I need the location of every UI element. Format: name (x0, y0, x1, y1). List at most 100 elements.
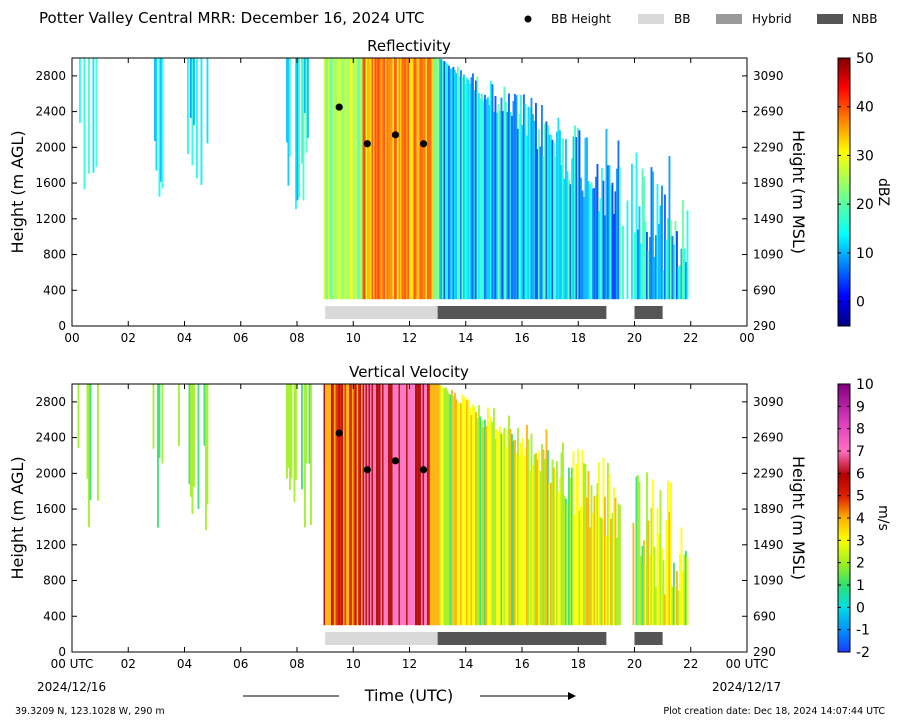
field-column (626, 200, 629, 300)
field-column (287, 384, 290, 468)
field-column (569, 477, 572, 626)
field-column (350, 384, 353, 626)
field-column (340, 384, 342, 626)
field-column (394, 384, 396, 626)
field-column (551, 459, 554, 626)
field-column (479, 416, 482, 626)
field-column (382, 58, 384, 300)
field-column (421, 58, 423, 300)
field-column (617, 140, 620, 300)
field-column (353, 58, 356, 300)
field-column (653, 256, 656, 300)
field-column (437, 58, 440, 300)
field-column (553, 467, 555, 626)
field-column (361, 384, 363, 626)
field-column (161, 58, 164, 189)
field-column (193, 58, 195, 126)
field-column (581, 450, 584, 626)
field-column (481, 420, 483, 626)
y-tick-label: 800 (43, 248, 66, 262)
field-column (616, 537, 618, 626)
field-column (359, 384, 362, 626)
field-column (614, 191, 617, 300)
field-column (580, 506, 582, 626)
field-column (92, 58, 95, 173)
field-column (457, 402, 459, 626)
x-tick-label: 10 (346, 657, 361, 671)
field-column (400, 58, 402, 300)
field-column (416, 58, 419, 300)
field-column (589, 184, 591, 300)
y-tick-label-right: 690 (753, 609, 776, 623)
y-tick-label-right: 290 (753, 319, 776, 333)
field-column (383, 58, 386, 300)
field-column (686, 557, 689, 626)
field-column (346, 384, 348, 626)
field-column (535, 103, 537, 300)
field-column (496, 429, 498, 626)
field-column (518, 456, 521, 626)
field-column (187, 58, 189, 154)
chart-title: Potter Valley Central MRR: December 16, … (39, 9, 425, 27)
x-tick-label: 16 (514, 331, 529, 345)
field-column (643, 176, 645, 300)
field-column (431, 384, 434, 626)
field-column (352, 58, 354, 300)
field-column (664, 594, 666, 626)
y-tick-label: 2800 (35, 395, 66, 409)
field-column (347, 384, 350, 626)
field-column (652, 479, 654, 626)
colorbar-tick-label: 4 (856, 511, 865, 527)
field-column (575, 463, 578, 626)
field-column (638, 481, 641, 626)
field-column (649, 236, 651, 300)
field-column (305, 58, 308, 153)
field-column (470, 415, 473, 626)
field-column (409, 58, 411, 300)
field-column (572, 451, 575, 626)
y-axis-label-right: Height (m MSL) (789, 456, 808, 580)
field-column (650, 507, 653, 626)
field-column (413, 384, 416, 626)
field-column (425, 384, 428, 626)
legend-nbb-swatch (817, 14, 843, 24)
field-column (571, 158, 573, 300)
field-column (394, 58, 396, 300)
field-column (640, 243, 642, 300)
field-column (455, 73, 458, 300)
field-column (433, 384, 435, 626)
x-tick-label: 20 (627, 657, 642, 671)
field-column (493, 408, 495, 626)
field-column (673, 562, 675, 626)
legend-hybrid-swatch (716, 14, 742, 24)
field-column (350, 58, 353, 300)
field-column (196, 58, 198, 179)
field-column (682, 571, 684, 626)
field-column (328, 384, 330, 626)
field-column (487, 97, 489, 300)
colorbar-label: m/s (875, 505, 891, 531)
field-column (646, 231, 648, 300)
field-column (200, 58, 203, 185)
field-column (655, 235, 657, 300)
field-column (608, 165, 611, 300)
y-axis-label-left: Height (m AGL) (8, 456, 27, 579)
field-column (79, 58, 81, 124)
field-column (448, 393, 450, 626)
field-column (601, 168, 603, 300)
field-column (295, 384, 297, 481)
field-column (286, 384, 288, 479)
field-column (595, 494, 597, 626)
field-column (403, 58, 405, 300)
field-column (668, 511, 671, 626)
field-column (449, 394, 452, 626)
y-tick-label: 1600 (35, 176, 66, 190)
field-column (427, 58, 429, 300)
field-column (541, 444, 543, 626)
field-column (581, 190, 584, 300)
field-column (665, 239, 668, 300)
field-column (586, 497, 588, 626)
field-column (607, 463, 609, 626)
field-column (89, 384, 92, 501)
field-column (389, 58, 392, 300)
